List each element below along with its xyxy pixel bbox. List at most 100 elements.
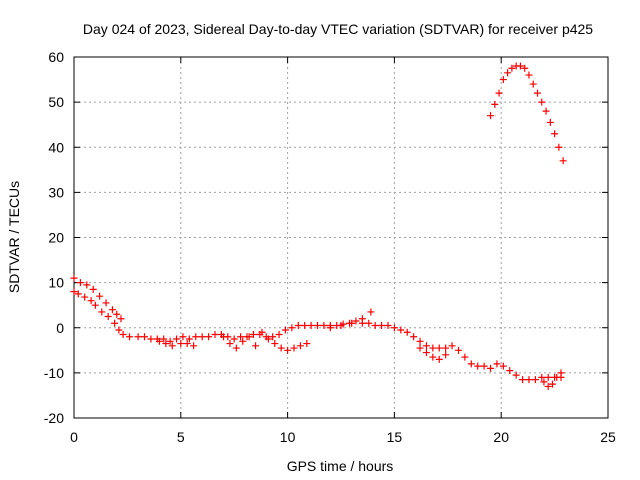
data-point bbox=[162, 340, 170, 348]
y-tick-label: 20 bbox=[48, 230, 64, 246]
data-point bbox=[140, 333, 148, 341]
data-point bbox=[495, 89, 503, 97]
data-point bbox=[281, 326, 289, 334]
data-point bbox=[147, 335, 155, 343]
data-point bbox=[442, 351, 450, 359]
series-track-7 bbox=[416, 344, 450, 363]
data-point bbox=[442, 344, 450, 352]
data-point bbox=[544, 382, 552, 390]
data-point bbox=[239, 337, 247, 345]
data-point bbox=[435, 355, 443, 363]
x-tick-label: 15 bbox=[387, 429, 403, 445]
series-track-3 bbox=[155, 337, 198, 350]
data-point bbox=[422, 342, 430, 350]
data-point bbox=[160, 335, 168, 343]
data-point bbox=[190, 342, 198, 350]
series-track-4 bbox=[220, 333, 260, 352]
grid bbox=[74, 57, 608, 418]
data-point bbox=[166, 337, 174, 345]
x-tick-label: 5 bbox=[177, 429, 185, 445]
data-point bbox=[461, 353, 469, 361]
data-point bbox=[529, 80, 537, 88]
data-point bbox=[301, 321, 309, 329]
data-point bbox=[284, 346, 292, 354]
chart-title: Day 024 of 2023, Sidereal Day-to-day VTE… bbox=[83, 21, 593, 37]
x-tick-label: 10 bbox=[280, 429, 296, 445]
data-point bbox=[403, 328, 411, 336]
y-tick-label: 50 bbox=[48, 94, 64, 110]
data-point bbox=[252, 342, 260, 350]
data-point bbox=[555, 143, 563, 151]
data-point bbox=[294, 321, 302, 329]
data-point bbox=[557, 369, 565, 377]
data-point bbox=[320, 321, 328, 329]
data-point bbox=[70, 288, 78, 296]
data-point bbox=[245, 333, 253, 341]
data-point bbox=[119, 331, 127, 339]
data-point bbox=[179, 333, 187, 341]
data-point bbox=[416, 337, 424, 345]
data-point bbox=[474, 362, 482, 370]
y-tick-label: 10 bbox=[48, 275, 64, 291]
data-point bbox=[504, 69, 512, 77]
data-point bbox=[81, 293, 89, 301]
data-point bbox=[384, 321, 392, 329]
data-point bbox=[113, 310, 121, 318]
data-point bbox=[429, 353, 437, 361]
data-point bbox=[538, 98, 546, 106]
data-point bbox=[542, 107, 550, 115]
data-point bbox=[422, 349, 430, 357]
data-point bbox=[258, 328, 266, 336]
y-tick-label: -10 bbox=[44, 365, 64, 381]
data-point bbox=[198, 333, 206, 341]
data-point bbox=[358, 315, 366, 323]
data-point bbox=[192, 333, 200, 341]
data-point bbox=[89, 285, 97, 293]
data-point bbox=[70, 274, 78, 282]
data-point bbox=[429, 344, 437, 352]
data-point bbox=[173, 335, 181, 343]
data-point bbox=[493, 360, 501, 368]
data-point bbox=[416, 344, 424, 352]
data-point bbox=[487, 364, 495, 372]
data-point bbox=[397, 326, 405, 334]
series-track-8 bbox=[487, 62, 567, 165]
data-point bbox=[516, 62, 524, 70]
data-point bbox=[499, 76, 507, 84]
data-point bbox=[271, 340, 279, 348]
data-point bbox=[544, 373, 552, 381]
data-point bbox=[531, 376, 539, 384]
data-point bbox=[115, 326, 123, 334]
data-point bbox=[519, 376, 527, 384]
data-point bbox=[553, 373, 561, 381]
data-point bbox=[348, 319, 356, 327]
data-point bbox=[96, 292, 104, 300]
y-tick-label: 40 bbox=[48, 139, 64, 155]
data-point bbox=[183, 340, 191, 348]
y-tick-label: -20 bbox=[44, 410, 64, 426]
x-tick-labels: 0 5 10 15 20 25 bbox=[70, 429, 616, 445]
x-axis-label: GPS time / hours bbox=[287, 458, 394, 474]
data-point bbox=[337, 321, 345, 329]
data-point bbox=[410, 333, 418, 341]
data-point bbox=[290, 344, 298, 352]
data-point bbox=[108, 306, 116, 314]
y-axis-label: SDTVAR / TECUs bbox=[6, 181, 22, 293]
data-point bbox=[83, 281, 91, 289]
data-point bbox=[506, 367, 514, 375]
data-point bbox=[371, 321, 379, 329]
series-track-6 bbox=[326, 308, 375, 332]
data-point bbox=[185, 335, 193, 343]
data-point bbox=[365, 319, 373, 327]
data-point bbox=[508, 64, 516, 72]
data-point bbox=[378, 321, 386, 329]
data-point bbox=[454, 346, 462, 354]
data-point bbox=[303, 340, 311, 348]
data-point bbox=[487, 112, 495, 120]
data-point bbox=[168, 342, 176, 350]
data-point bbox=[226, 340, 234, 348]
data-point bbox=[512, 371, 520, 379]
data-point bbox=[117, 315, 125, 323]
data-point bbox=[480, 362, 488, 370]
data-point bbox=[521, 64, 529, 72]
